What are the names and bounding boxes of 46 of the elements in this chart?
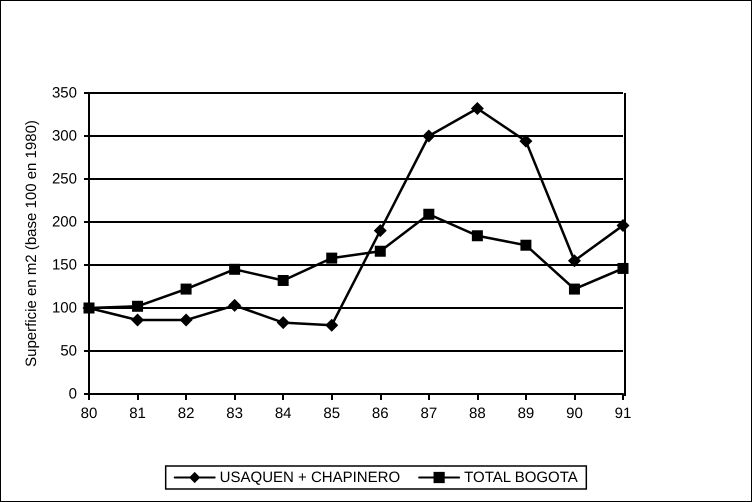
point: [132, 300, 144, 312]
point: [470, 102, 484, 115]
legend-label: USAQUEN + CHAPINERO: [220, 469, 400, 486]
point: [326, 252, 338, 264]
point: [519, 134, 532, 148]
y-tick-label: 0: [68, 386, 77, 402]
y-tick-label: 50: [60, 342, 77, 360]
y-axis-title: Superficie en m2 (base 100 en 1980): [23, 120, 40, 367]
x-tick-label: 91: [614, 405, 632, 422]
x-tick-label: 80: [80, 405, 98, 422]
point: [131, 314, 144, 327]
point: [422, 130, 436, 142]
y-tick-label: 350: [52, 84, 77, 102]
point: [278, 274, 289, 286]
point: [520, 240, 532, 251]
x-tick-label: 82: [178, 405, 194, 422]
x-tick-label: 88: [469, 405, 486, 422]
point: [229, 264, 240, 275]
point: [472, 230, 483, 242]
x-tick-label: 86: [372, 405, 389, 422]
y-tick-label: 200: [52, 214, 77, 230]
y-tick-label: 250: [52, 170, 77, 188]
y-tick-label: 150: [52, 256, 77, 274]
point: [180, 314, 193, 327]
point: [84, 302, 94, 314]
point: [276, 316, 290, 330]
y-tick-label: 300: [52, 128, 77, 144]
point: [228, 298, 242, 312]
y-tick-label: 100: [52, 300, 77, 316]
legend-label: TOTAL BOGOTA: [464, 469, 578, 486]
x-tick-label: 83: [226, 405, 243, 422]
point: [568, 284, 580, 295]
point: [616, 218, 630, 232]
point: [180, 284, 192, 295]
point: [374, 246, 386, 257]
x-tick-label: 90: [566, 405, 583, 422]
point: [325, 318, 338, 332]
x-tick-label: 81: [129, 405, 146, 422]
point: [618, 262, 628, 274]
x-tick-label: 89: [518, 405, 534, 422]
x-tick-label: 87: [420, 405, 438, 422]
point: [374, 224, 387, 238]
point: [568, 254, 581, 268]
point: [423, 208, 434, 220]
x-tick-label: 84: [274, 405, 292, 422]
x-tick-label: 85: [323, 405, 340, 422]
